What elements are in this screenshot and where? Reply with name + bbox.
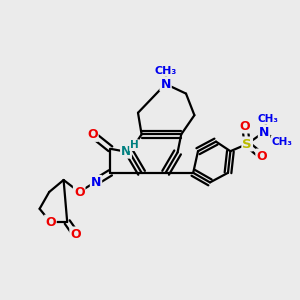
Text: N: N: [91, 176, 101, 189]
Text: O: O: [74, 185, 85, 199]
Text: O: O: [256, 149, 267, 163]
Text: H: H: [130, 140, 139, 150]
Text: CH₃: CH₃: [257, 114, 278, 124]
Text: S: S: [242, 137, 252, 151]
Text: CH₃: CH₃: [272, 136, 292, 147]
Text: O: O: [239, 119, 250, 133]
Text: O: O: [87, 128, 98, 141]
Text: O: O: [70, 227, 81, 241]
Text: N: N: [259, 125, 269, 139]
Text: O: O: [45, 215, 56, 229]
Text: N: N: [121, 145, 131, 158]
Text: CH₃: CH₃: [154, 66, 177, 76]
Text: N: N: [160, 77, 171, 91]
